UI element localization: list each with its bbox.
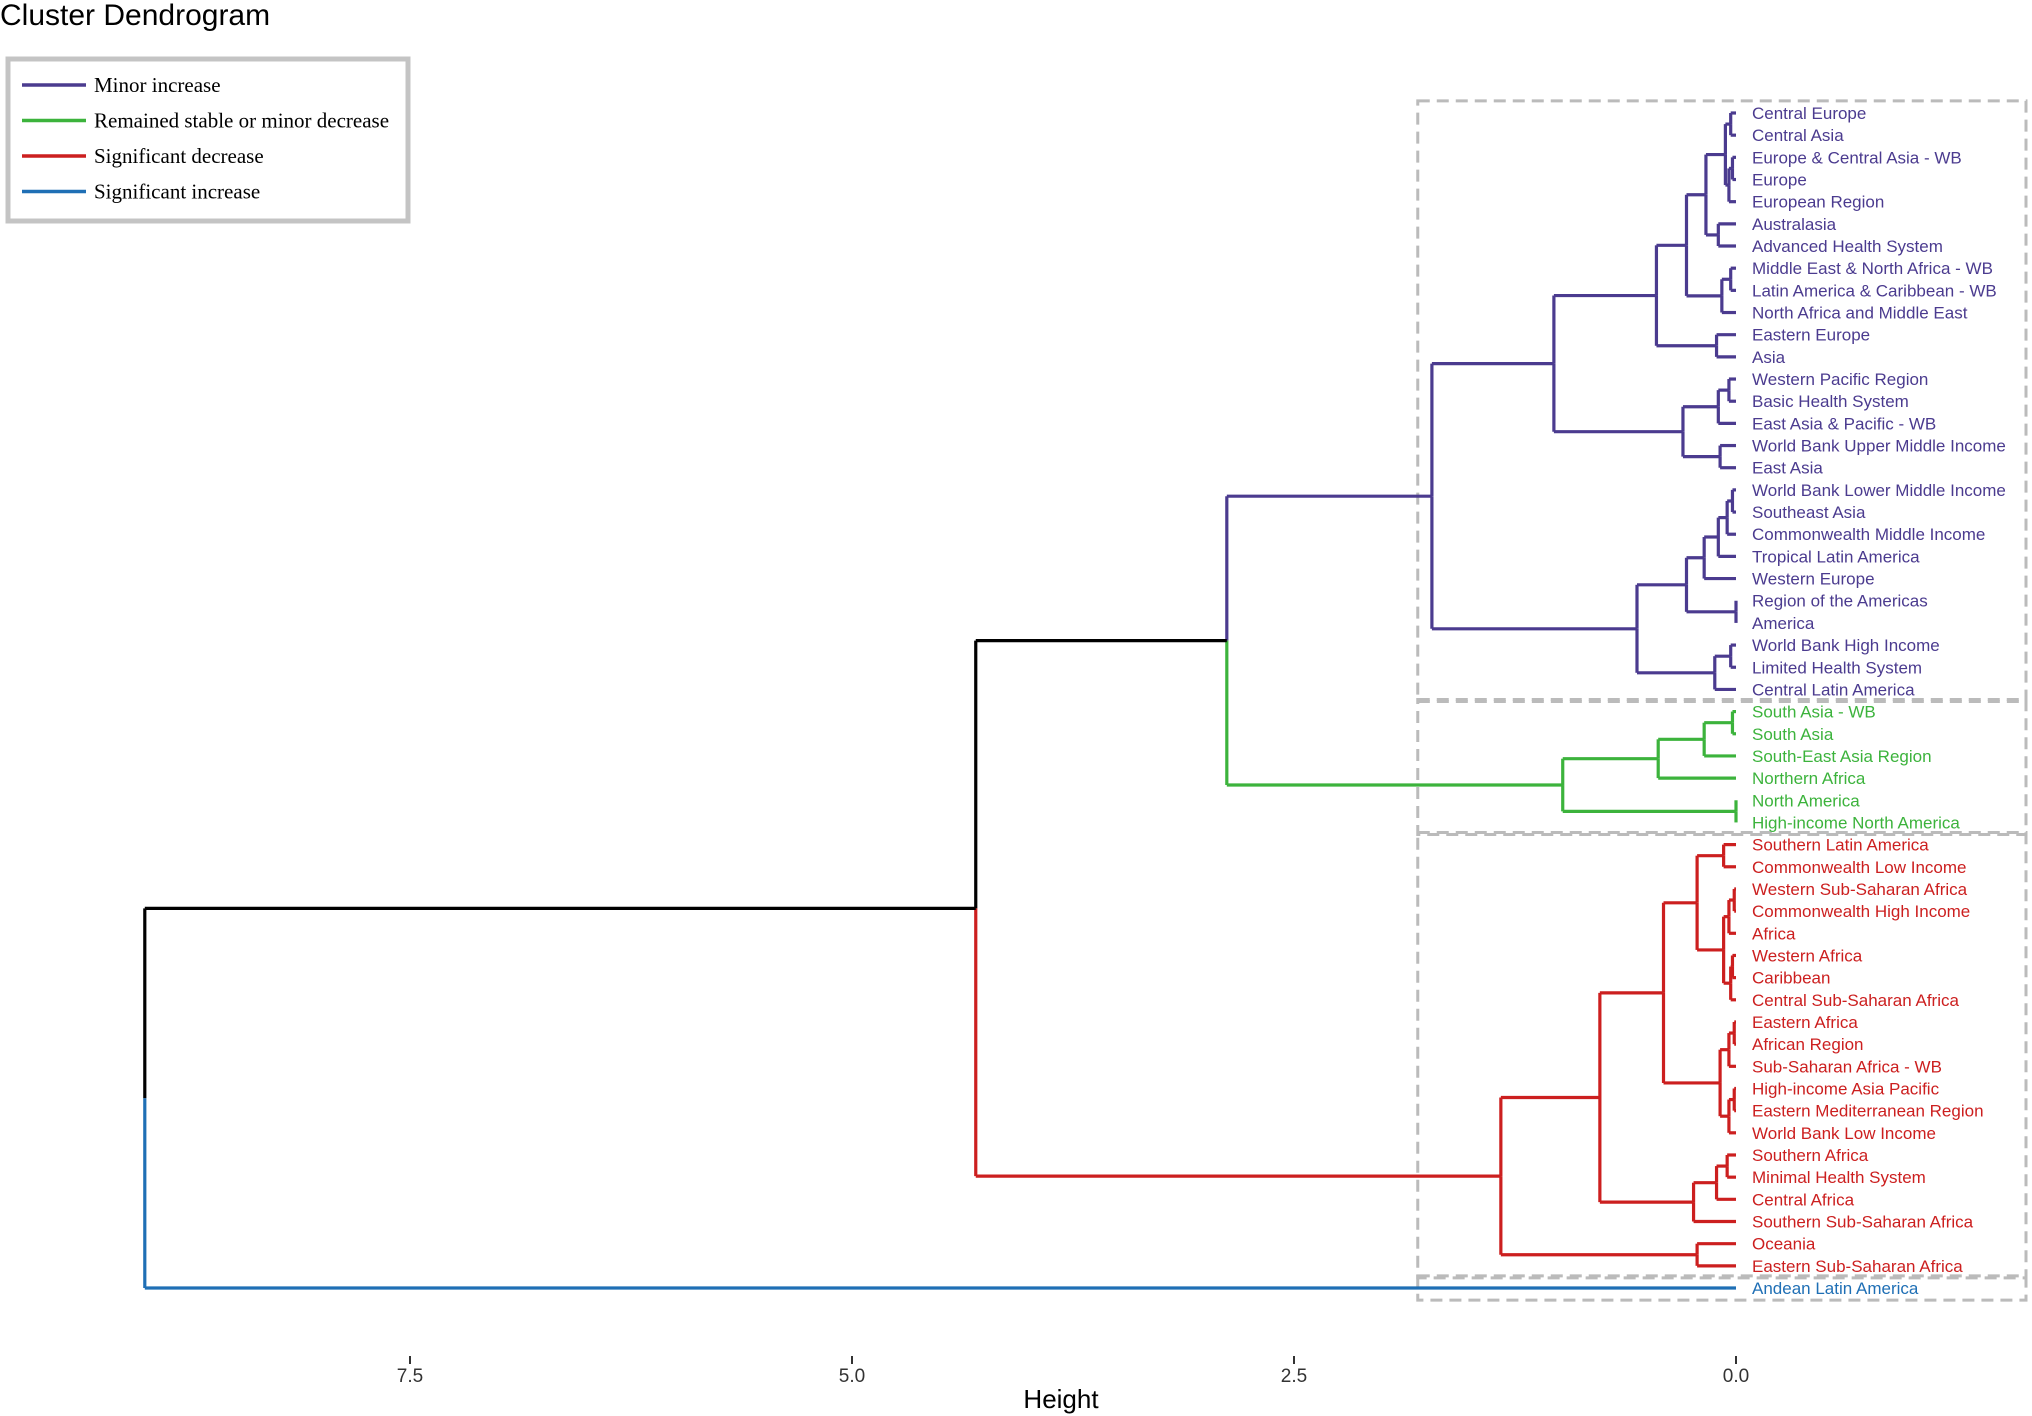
leaf-label: Eastern Africa [1752,1013,1858,1032]
leaf-label: African Region [1752,1035,1864,1054]
tick-label: 5.0 [839,1366,865,1387]
leaf-label: Asia [1752,348,1786,367]
leaf-label: Middle East & North Africa - WB [1752,259,1993,278]
leaf-label: Central Europe [1752,104,1866,123]
leaf-label: World Bank Upper Middle Income [1752,437,2006,456]
leaf-label: Advanced Health System [1752,237,1943,256]
leaf-label: Northern Africa [1752,769,1866,788]
leaf-label: Southern Sub-Saharan Africa [1752,1213,1974,1232]
chart-title: Cluster Dendrogram [0,0,270,32]
leaf-label: Sub-Saharan Africa - WB [1752,1057,1942,1076]
tick-label: 0.0 [1723,1366,1749,1387]
leaf-label: Central Sub-Saharan Africa [1752,991,1959,1010]
legend-label: Significant increase [94,180,260,204]
cluster-box-minor_increase [1416,99,2028,704]
x-axis-title: Height [1023,1384,1099,1414]
dendrogram-links [143,111,1738,1290]
leaf-label: Caribbean [1752,969,1830,988]
legend-label: Significant decrease [94,144,264,168]
cluster-boxes [1416,99,2028,1302]
cluster-box-stable [1416,698,2028,837]
leaf-label: Australasia [1752,215,1837,234]
x-axis: 7.5 5.0 2.5 0.0 [397,1356,1749,1387]
leaf-label: South Asia - WB [1752,703,1876,722]
cluster-box-significant_decrease [1416,831,2028,1280]
leaf-label: Basic Health System [1752,392,1909,411]
leaf-label: Western Pacific Region [1752,370,1928,389]
leaf-label: America [1752,614,1815,633]
leaf-labels: Central Europe Central Asia Europe & Centr… [1752,104,2006,1298]
leaf-label: Tropical Latin America [1752,547,1920,566]
leaf-label: Europe & Central Asia - WB [1752,148,1962,167]
leaf-label: Central Latin America [1752,680,1915,699]
leaf-label: World Bank Lower Middle Income [1752,481,2006,500]
leaf-label: East Asia [1752,459,1823,478]
leaf-label: Commonwealth Low Income [1752,858,1966,877]
legend-frame [5,56,411,224]
leaf-label: Central Asia [1752,126,1844,145]
leaf-label: Western Africa [1752,946,1863,965]
tick-label: 2.5 [1281,1366,1307,1387]
leaf-label: Region of the Americas [1752,592,1928,611]
leaf-label: Latin America & Caribbean - WB [1752,281,1997,300]
leaf-label: North Africa and Middle East [1752,304,1968,323]
leaf-label: Andean Latin America [1752,1279,1919,1298]
leaf-label: Southern Latin America [1752,836,1929,855]
leaf-label: North America [1752,791,1860,810]
leaf-label: Minimal Health System [1752,1168,1926,1187]
leaf-label: Oceania [1752,1235,1816,1254]
leaf-label: High-income North America [1752,813,1960,832]
leaf-label: East Asia & Pacific - WB [1752,414,1936,433]
leaf-label: Southeast Asia [1752,503,1866,522]
tick-label: 7.5 [397,1366,423,1387]
leaf-label: Eastern Mediterranean Region [1752,1102,1984,1121]
leaf-label: Commonwealth High Income [1752,902,1970,921]
leaf-label: South Asia [1752,725,1834,744]
leaf-label: World Bank High Income [1752,636,1940,655]
legend-label: Minor increase [94,73,221,97]
leaf-label: Limited Health System [1752,658,1922,677]
leaf-label: Commonwealth Middle Income [1752,525,1985,544]
leaf-label: Eastern Europe [1752,326,1870,345]
leaf-label: High-income Asia Pacific [1752,1079,1940,1098]
leaf-label: World Bank Low Income [1752,1124,1936,1143]
legend-label: Remained stable or minor decrease [94,109,389,133]
legend: Minor increase Remained stable or minor d… [5,56,411,224]
leaf-label: Eastern Sub-Saharan Africa [1752,1257,1963,1276]
leaf-label: Africa [1752,924,1796,943]
leaf-label: Central Africa [1752,1190,1855,1209]
leaf-label: Southern Africa [1752,1146,1869,1165]
leaf-label: Western Europe [1752,570,1875,589]
leaf-label: South-East Asia Region [1752,747,1932,766]
cluster-box-significant_increase [1416,1274,2028,1302]
leaf-label: Western Sub-Saharan Africa [1752,880,1968,899]
leaf-label: Europe [1752,171,1807,190]
leaf-label: European Region [1752,193,1884,212]
